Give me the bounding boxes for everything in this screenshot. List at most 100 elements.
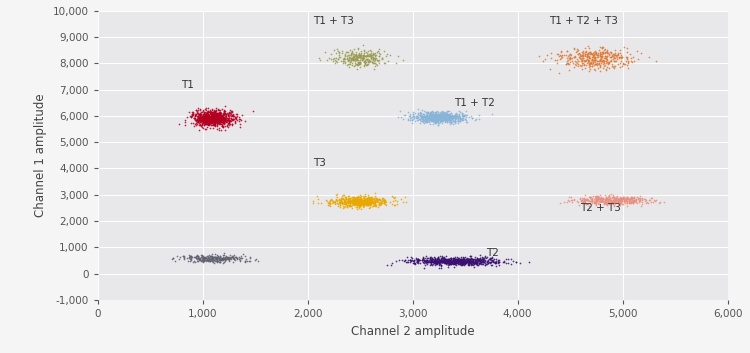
Point xyxy=(202,114,214,119)
Point xyxy=(438,115,450,121)
Point xyxy=(561,60,573,66)
Point xyxy=(356,201,368,207)
Point xyxy=(350,196,361,202)
Point xyxy=(442,261,454,266)
Point xyxy=(358,53,370,59)
Point xyxy=(353,201,365,207)
Point xyxy=(202,121,214,127)
Point xyxy=(457,258,469,264)
Point xyxy=(598,50,610,56)
Point xyxy=(614,198,626,203)
Point xyxy=(425,109,437,115)
Point xyxy=(442,259,454,265)
Point xyxy=(196,120,208,126)
Point xyxy=(619,200,631,205)
Point xyxy=(205,257,217,263)
Point xyxy=(392,53,404,58)
Point xyxy=(216,114,228,120)
Point xyxy=(206,113,218,119)
Point xyxy=(334,197,346,203)
Point xyxy=(439,115,451,121)
Point xyxy=(427,118,439,123)
Point xyxy=(646,196,658,201)
Point xyxy=(368,56,380,61)
Point xyxy=(621,199,633,204)
Point xyxy=(322,55,334,61)
Point xyxy=(609,55,621,61)
Point xyxy=(467,258,479,263)
Point xyxy=(340,195,352,201)
Point xyxy=(213,115,225,121)
Point xyxy=(458,255,470,261)
Point xyxy=(437,116,449,121)
Point xyxy=(433,259,445,265)
Point xyxy=(454,261,466,266)
Point xyxy=(342,61,354,67)
Point xyxy=(586,57,598,62)
Point xyxy=(218,118,230,124)
Point xyxy=(367,198,379,204)
Point xyxy=(604,197,616,203)
Point xyxy=(236,256,248,261)
Point xyxy=(230,111,242,116)
Point xyxy=(449,115,461,120)
Point xyxy=(427,121,439,126)
Point xyxy=(426,257,438,262)
Point xyxy=(219,108,231,114)
Point xyxy=(201,115,213,120)
Point xyxy=(206,255,218,261)
Point xyxy=(601,54,613,59)
Point xyxy=(226,255,238,260)
Point xyxy=(603,196,615,201)
Point xyxy=(598,200,610,206)
Point xyxy=(430,260,442,265)
Point xyxy=(364,200,376,205)
Point xyxy=(209,122,221,128)
Point xyxy=(557,199,569,205)
Point xyxy=(590,193,602,199)
Point xyxy=(192,258,204,263)
Point xyxy=(207,113,219,119)
Point xyxy=(192,106,204,111)
Point xyxy=(442,113,454,119)
Point xyxy=(582,51,594,56)
Point xyxy=(194,255,206,261)
Point xyxy=(426,114,438,120)
Point xyxy=(425,116,437,121)
Point xyxy=(216,123,228,129)
Point xyxy=(350,198,362,203)
Point xyxy=(341,202,353,208)
Point xyxy=(217,124,229,130)
Point xyxy=(347,57,359,62)
Point xyxy=(611,56,623,62)
Point xyxy=(352,193,364,199)
Point xyxy=(210,112,222,117)
Point xyxy=(614,202,626,208)
Point xyxy=(596,54,608,59)
Point xyxy=(199,255,211,261)
Point xyxy=(431,256,443,262)
Point xyxy=(360,196,372,202)
Point xyxy=(212,112,224,118)
Point xyxy=(210,109,222,114)
Point xyxy=(545,50,557,55)
Point xyxy=(419,258,431,264)
Point xyxy=(240,256,252,262)
Point xyxy=(353,205,365,211)
Point xyxy=(196,258,208,263)
Point xyxy=(454,257,466,263)
Point xyxy=(595,195,607,201)
Point xyxy=(432,259,444,265)
Point xyxy=(209,117,221,122)
Point xyxy=(605,61,617,67)
Point xyxy=(206,117,218,122)
Point xyxy=(443,117,455,122)
Point xyxy=(619,195,631,201)
Point xyxy=(608,196,620,202)
Point xyxy=(412,106,424,112)
Point xyxy=(426,112,438,118)
Point xyxy=(211,119,223,124)
Point xyxy=(586,197,598,203)
Point xyxy=(221,117,233,122)
Point xyxy=(460,117,472,123)
